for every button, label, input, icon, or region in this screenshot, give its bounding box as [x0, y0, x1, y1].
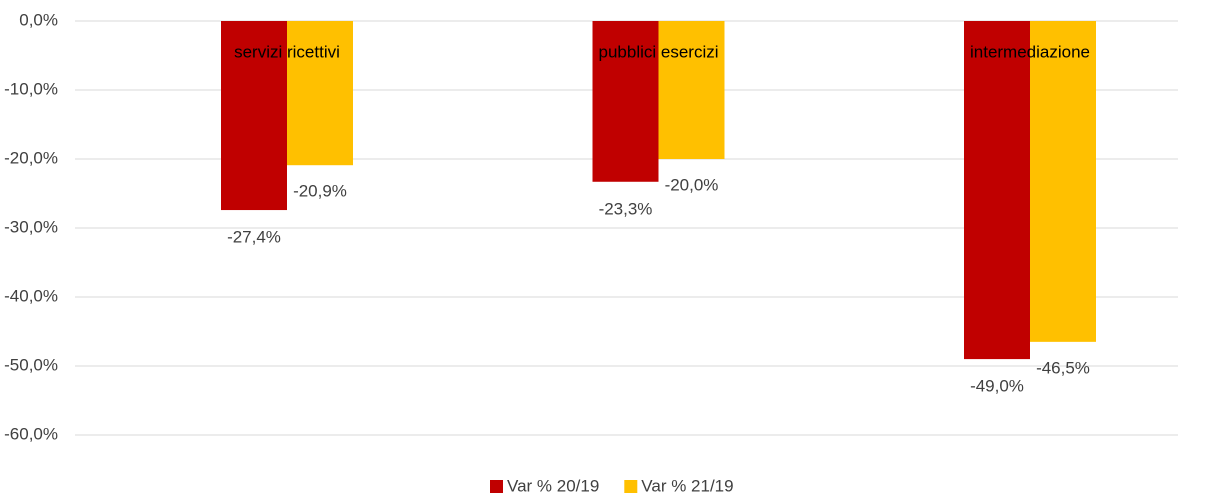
- bar: [221, 21, 287, 211]
- value-label: -27,4%: [227, 228, 281, 247]
- category-label: pubblici esercizi: [599, 42, 719, 61]
- y-tick-label: 0,0%: [19, 10, 58, 29]
- bar: [1030, 21, 1096, 342]
- value-label: -20,0%: [665, 175, 719, 194]
- bar: [658, 21, 725, 159]
- bar: [592, 21, 659, 182]
- value-label: -23,3%: [599, 199, 653, 218]
- y-tick-label: -40,0%: [4, 286, 58, 305]
- y-tick-label: -30,0%: [4, 217, 58, 236]
- value-label: -20,9%: [293, 182, 347, 201]
- value-label: -46,5%: [1036, 358, 1090, 377]
- legend-swatch: [624, 480, 638, 493]
- legend-label: Var % 20/19: [507, 476, 599, 495]
- category-label: intermediazione: [970, 42, 1090, 61]
- bar: [287, 21, 353, 166]
- y-tick-label: -60,0%: [4, 424, 58, 443]
- bar: [964, 21, 1030, 360]
- y-tick-label: -20,0%: [4, 148, 58, 167]
- value-label: -49,0%: [970, 377, 1024, 396]
- y-tick-label: -10,0%: [4, 79, 58, 98]
- y-tick-label: -50,0%: [4, 355, 58, 374]
- legend-label: Var % 21/19: [641, 476, 733, 495]
- legend-swatch: [490, 480, 503, 493]
- category-label: servizi ricettivi: [234, 42, 340, 61]
